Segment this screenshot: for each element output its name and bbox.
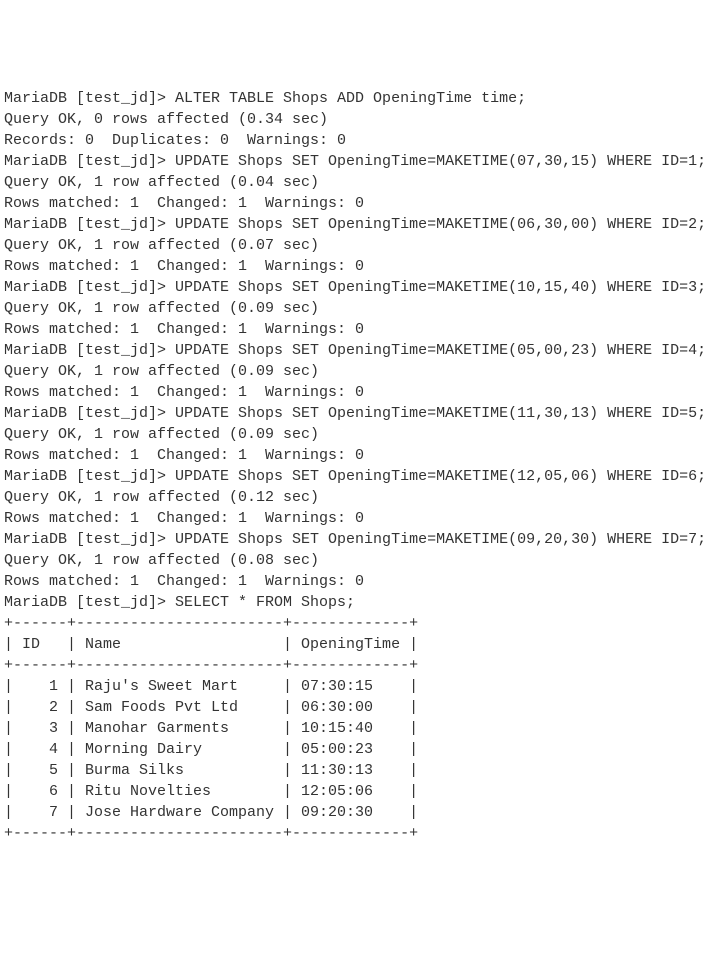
- query-result: Query OK, 1 row affected (0.09 sec): [4, 424, 713, 445]
- sql-command: MariaDB [test_jd]> UPDATE Shops SET Open…: [4, 214, 713, 235]
- table-border: +------+-----------------------+--------…: [4, 655, 713, 676]
- query-result: Rows matched: 1 Changed: 1 Warnings: 0: [4, 445, 713, 466]
- table-row: | 7 | Jose Hardware Company | 09:20:30 |: [4, 802, 713, 823]
- query-result: Query OK, 1 row affected (0.07 sec): [4, 235, 713, 256]
- query-result: Query OK, 1 row affected (0.12 sec): [4, 487, 713, 508]
- query-result: Rows matched: 1 Changed: 1 Warnings: 0: [4, 571, 713, 592]
- query-result: Rows matched: 1 Changed: 1 Warnings: 0: [4, 319, 713, 340]
- table-header: | ID | Name | OpeningTime |: [4, 634, 713, 655]
- sql-command: MariaDB [test_jd]> UPDATE Shops SET Open…: [4, 151, 713, 172]
- query-result: Records: 0 Duplicates: 0 Warnings: 0: [4, 130, 713, 151]
- table-row: | 2 | Sam Foods Pvt Ltd | 06:30:00 |: [4, 697, 713, 718]
- table-border: +------+-----------------------+--------…: [4, 823, 713, 844]
- table-row: | 6 | Ritu Novelties | 12:05:06 |: [4, 781, 713, 802]
- sql-command: MariaDB [test_jd]> UPDATE Shops SET Open…: [4, 529, 713, 550]
- sql-command: MariaDB [test_jd]> ALTER TABLE Shops ADD…: [4, 88, 713, 109]
- table-border: +------+-----------------------+--------…: [4, 613, 713, 634]
- sql-command: MariaDB [test_jd]> UPDATE Shops SET Open…: [4, 277, 713, 298]
- table-row: | 1 | Raju's Sweet Mart | 07:30:15 |: [4, 676, 713, 697]
- query-result: Rows matched: 1 Changed: 1 Warnings: 0: [4, 508, 713, 529]
- query-result: Query OK, 0 rows affected (0.34 sec): [4, 109, 713, 130]
- query-result: Query OK, 1 row affected (0.08 sec): [4, 550, 713, 571]
- query-result: Rows matched: 1 Changed: 1 Warnings: 0: [4, 193, 713, 214]
- terminal-output: MariaDB [test_jd]> ALTER TABLE Shops ADD…: [4, 88, 713, 844]
- table-row: | 5 | Burma Silks | 11:30:13 |: [4, 760, 713, 781]
- table-row: | 3 | Manohar Garments | 10:15:40 |: [4, 718, 713, 739]
- sql-command: MariaDB [test_jd]> UPDATE Shops SET Open…: [4, 340, 713, 361]
- query-result: Rows matched: 1 Changed: 1 Warnings: 0: [4, 256, 713, 277]
- sql-command: MariaDB [test_jd]> UPDATE Shops SET Open…: [4, 466, 713, 487]
- table-row: | 4 | Morning Dairy | 05:00:23 |: [4, 739, 713, 760]
- query-result: Rows matched: 1 Changed: 1 Warnings: 0: [4, 382, 713, 403]
- query-result: Query OK, 1 row affected (0.04 sec): [4, 172, 713, 193]
- sql-command: MariaDB [test_jd]> UPDATE Shops SET Open…: [4, 403, 713, 424]
- query-result: Query OK, 1 row affected (0.09 sec): [4, 298, 713, 319]
- query-result: Query OK, 1 row affected (0.09 sec): [4, 361, 713, 382]
- sql-command: MariaDB [test_jd]> SELECT * FROM Shops;: [4, 592, 713, 613]
